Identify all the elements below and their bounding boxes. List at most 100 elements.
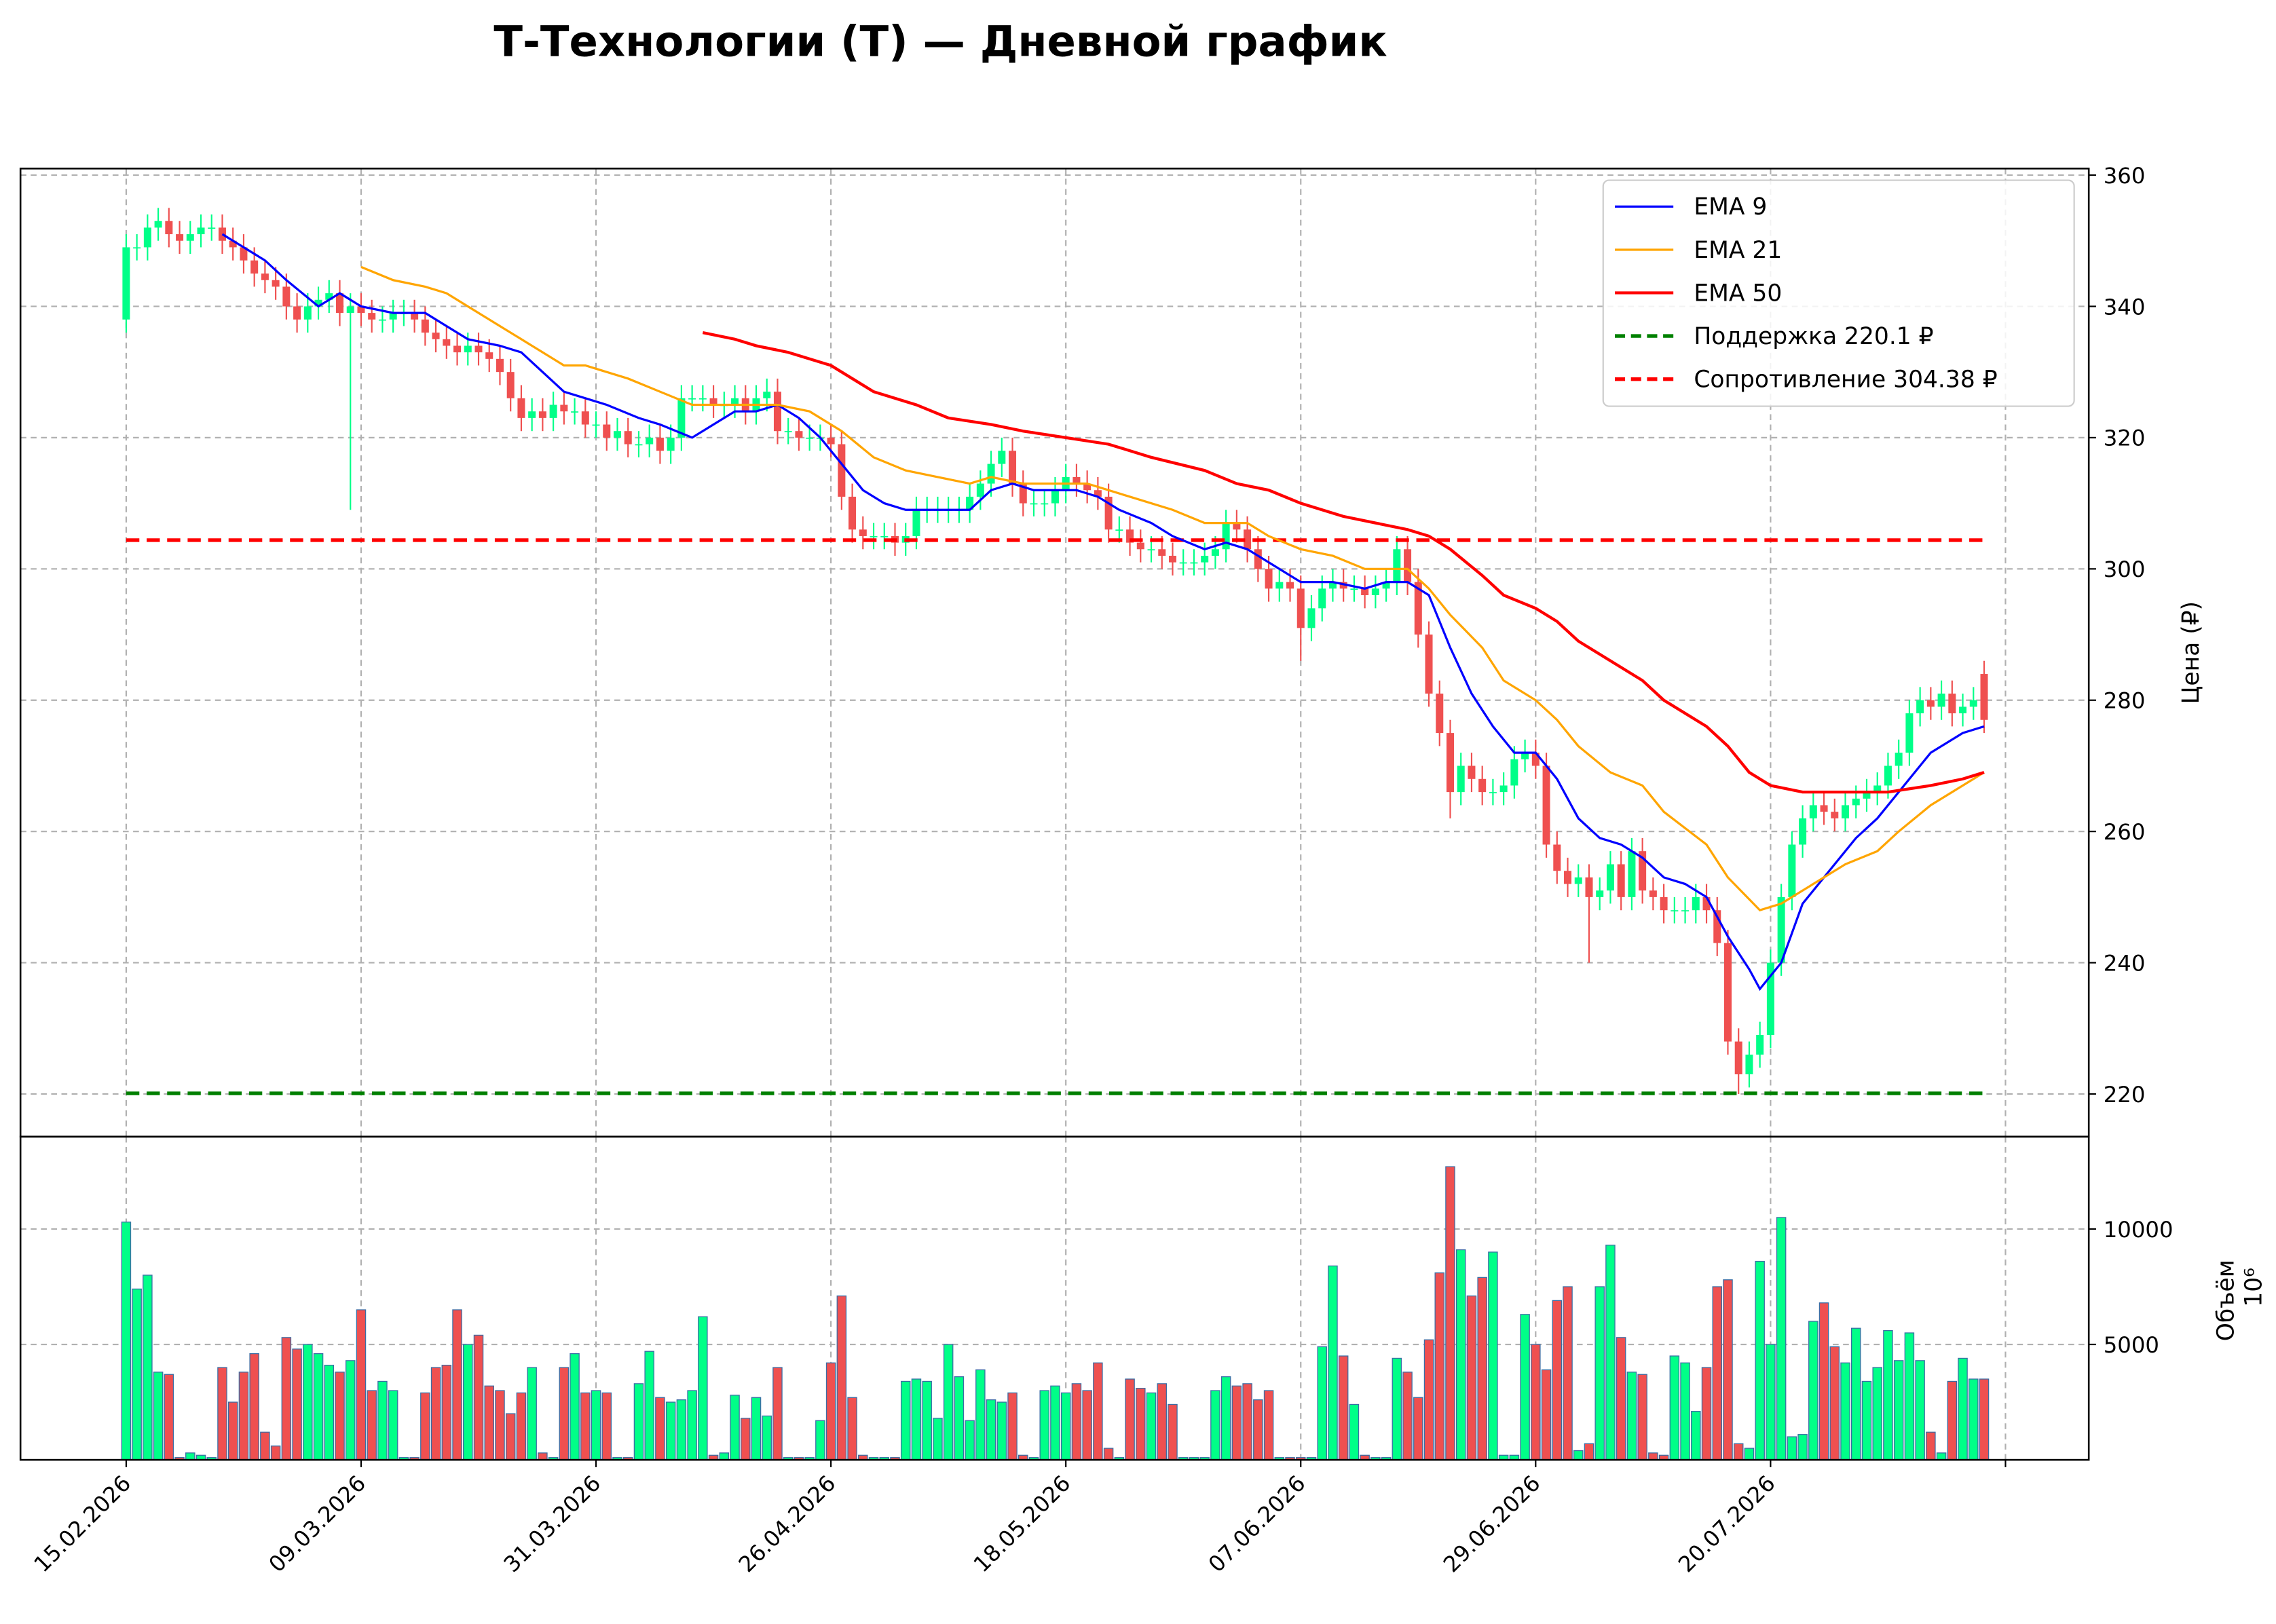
volume-axis-label: Объём bbox=[2213, 1260, 2240, 1341]
candle-body bbox=[549, 404, 557, 418]
volume-bar bbox=[463, 1344, 473, 1460]
volume-bar bbox=[430, 1367, 441, 1460]
volume-bar bbox=[644, 1351, 654, 1460]
candle-body bbox=[838, 444, 846, 497]
volume-bar bbox=[1691, 1411, 1701, 1460]
candle-body bbox=[186, 234, 194, 241]
candle-body bbox=[122, 247, 130, 320]
volume-bar bbox=[1231, 1385, 1242, 1460]
candle-body bbox=[1873, 785, 1882, 793]
volume-panel-frame bbox=[19, 1135, 2090, 1461]
candle-body bbox=[1574, 877, 1582, 884]
volume-bar bbox=[815, 1420, 825, 1460]
candle-body bbox=[1596, 890, 1604, 897]
candle-body bbox=[1030, 503, 1038, 505]
volume-bar bbox=[1744, 1448, 1755, 1460]
ema-line bbox=[702, 331, 1985, 794]
candle-body bbox=[635, 444, 643, 446]
volume-bar bbox=[1423, 1339, 1434, 1460]
candle-body bbox=[646, 437, 654, 445]
volume-bar bbox=[1893, 1360, 1904, 1460]
volume-bar bbox=[367, 1390, 377, 1460]
candle-body bbox=[1788, 844, 1796, 897]
candle-body bbox=[1158, 549, 1166, 556]
volume-bar bbox=[1818, 1302, 1829, 1460]
candle-body bbox=[581, 411, 589, 425]
volume-bar bbox=[1573, 1450, 1584, 1460]
volume-bar bbox=[1455, 1249, 1466, 1460]
y-tick-label: 300 bbox=[2104, 556, 2146, 582]
volume-bar bbox=[1808, 1321, 1818, 1460]
candle-body bbox=[1104, 496, 1113, 530]
candle-body bbox=[368, 313, 376, 320]
ema-line bbox=[221, 233, 1985, 992]
volume-bar bbox=[975, 1369, 986, 1460]
candle-body bbox=[1671, 910, 1679, 911]
volume-bar bbox=[1969, 1378, 1979, 1460]
volume-bar bbox=[1829, 1346, 1840, 1460]
candle-body bbox=[389, 313, 397, 320]
candle-body bbox=[1457, 766, 1465, 793]
candle-body bbox=[1553, 844, 1561, 871]
candle-body bbox=[208, 227, 216, 229]
candle-body bbox=[1425, 635, 1433, 694]
volume-bar bbox=[1626, 1372, 1637, 1460]
candle-body bbox=[325, 293, 333, 300]
volume-bar bbox=[1146, 1392, 1157, 1460]
volume-bar bbox=[1445, 1166, 1455, 1460]
candle-body bbox=[624, 431, 632, 445]
volume-bar bbox=[1605, 1245, 1616, 1460]
candle-body bbox=[1318, 588, 1326, 609]
volume-bar bbox=[1594, 1286, 1605, 1460]
candle-body bbox=[133, 247, 141, 249]
candle-body bbox=[795, 431, 803, 438]
volume-bar bbox=[687, 1390, 697, 1460]
volume-bar bbox=[1797, 1434, 1808, 1460]
candle-body bbox=[474, 345, 483, 353]
volume-bar bbox=[185, 1452, 195, 1460]
candle-body bbox=[528, 411, 536, 418]
volume-bar bbox=[1349, 1403, 1360, 1460]
volume-bar bbox=[377, 1380, 388, 1460]
candle-body bbox=[1820, 805, 1828, 812]
volume-bar bbox=[1531, 1344, 1541, 1460]
legend-label: Поддержка 220.1 ₽ bbox=[1694, 323, 1933, 350]
volume-bar bbox=[911, 1378, 922, 1460]
candle-body bbox=[1499, 785, 1508, 793]
candle-body bbox=[496, 358, 504, 373]
volume-bar bbox=[1552, 1300, 1563, 1460]
candle-body bbox=[538, 411, 546, 418]
volume-bar bbox=[1616, 1337, 1626, 1460]
volume-bar bbox=[825, 1362, 836, 1460]
candle-body bbox=[1147, 549, 1155, 551]
candle-body bbox=[688, 398, 696, 400]
candle-body bbox=[1361, 588, 1369, 595]
candle-body bbox=[1766, 962, 1774, 1035]
y-tick-label: 240 bbox=[2104, 950, 2146, 976]
candle-body bbox=[346, 306, 354, 314]
candle-body bbox=[912, 510, 920, 536]
candle-body bbox=[1521, 753, 1529, 759]
candle-body bbox=[1842, 805, 1850, 818]
candle-body bbox=[1201, 555, 1209, 563]
candle-body bbox=[1041, 503, 1049, 505]
candle-body bbox=[614, 431, 622, 438]
candle-body bbox=[250, 260, 259, 274]
volume-bar bbox=[1850, 1327, 1861, 1460]
candle-body bbox=[1404, 549, 1412, 582]
candle-body bbox=[1734, 1041, 1742, 1075]
candle-body bbox=[506, 372, 515, 398]
volume-bar bbox=[345, 1360, 356, 1460]
ema-line bbox=[360, 265, 1985, 912]
candle-body bbox=[1723, 943, 1732, 1042]
volume-bar bbox=[143, 1274, 153, 1460]
y-tick-label: 320 bbox=[2104, 426, 2146, 451]
candle-body bbox=[1799, 818, 1807, 845]
candle-body bbox=[1895, 753, 1903, 766]
candle-body bbox=[1190, 562, 1198, 564]
y-tick-label: 340 bbox=[2104, 294, 2146, 320]
candle-body bbox=[1639, 851, 1647, 891]
candle-body bbox=[1916, 700, 1924, 714]
candle-body bbox=[1414, 582, 1422, 635]
